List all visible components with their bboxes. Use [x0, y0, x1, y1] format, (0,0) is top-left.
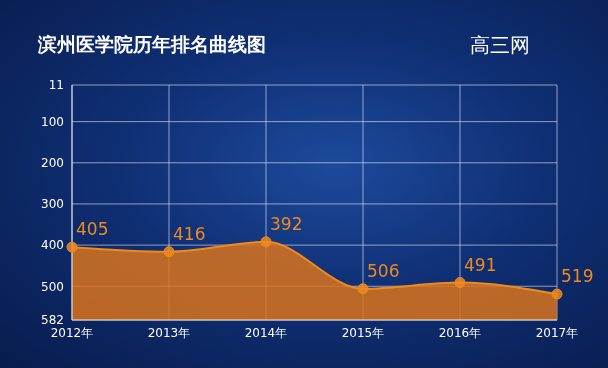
svg-text:300: 300 [41, 197, 64, 211]
svg-text:2013年: 2013年 [148, 326, 191, 340]
svg-text:400: 400 [41, 238, 64, 252]
svg-text:2012年: 2012年 [51, 326, 94, 340]
svg-text:392: 392 [270, 214, 302, 234]
html-text:滨州医学院历年排名曲线图: 滨州医学院历年排名曲线图 [38, 33, 266, 55]
svg-text:11: 11 [49, 78, 64, 92]
svg-text:500: 500 [41, 280, 64, 294]
svg-text:582: 582 [41, 313, 64, 327]
svg-text:100: 100 [41, 115, 64, 129]
svg-text:405: 405 [76, 219, 108, 239]
svg-text:2017年: 2017年 [536, 326, 579, 340]
svg-text:416: 416 [173, 224, 205, 244]
svg-text:2014年: 2014年 [245, 326, 288, 340]
svg-text:491: 491 [464, 255, 496, 275]
svg-text:2016年: 2016年 [439, 326, 482, 340]
svg-text:2015年: 2015年 [342, 326, 385, 340]
html-text:高三网: 高三网 [470, 33, 530, 57]
svg-text:506: 506 [367, 261, 399, 281]
svg-text:200: 200 [41, 156, 64, 170]
svg-text:519: 519 [561, 266, 593, 286]
